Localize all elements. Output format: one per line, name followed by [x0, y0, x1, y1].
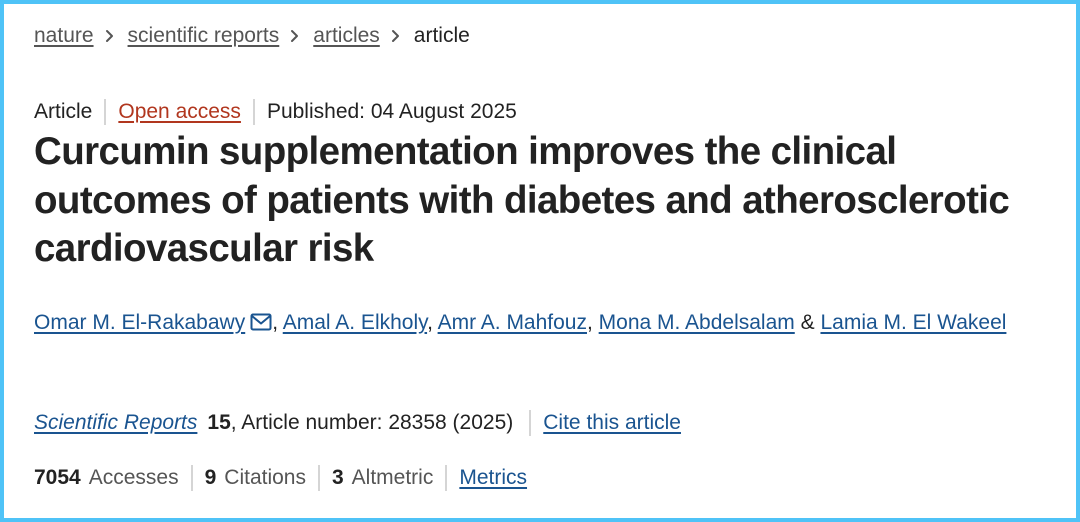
breadcrumb: nature scientific reports articles artic… — [34, 23, 470, 49]
citation-line: Scientific Reports 15 , Article number: … — [34, 410, 681, 436]
open-access-link[interactable]: Open access — [118, 100, 241, 123]
metrics-link[interactable]: Metrics — [459, 466, 528, 489]
journal-volume: 15 — [207, 411, 231, 434]
article-title: Curcumin supplementation improves the cl… — [34, 130, 1010, 270]
chevron-right-icon — [100, 23, 122, 49]
chevron-right-icon — [386, 23, 408, 49]
author-link[interactable]: Lamia M. El Wakeel — [820, 311, 1007, 334]
altmetric-count: 3 — [331, 466, 344, 489]
accesses-count: 7054 — [34, 466, 81, 489]
altmetric-metric: 3 Altmetric — [317, 465, 445, 491]
citations-metric: 9 Citations — [190, 465, 318, 491]
author-link[interactable]: Omar M. El-Rakabawy — [34, 311, 246, 334]
cite-this-article-link[interactable]: Cite this article — [543, 411, 681, 434]
article-number: , Article number: 28358 (2025) — [230, 411, 514, 434]
accesses-label: Accesses — [88, 466, 179, 489]
breadcrumb-link-articles[interactable]: articles — [313, 24, 380, 47]
author-list: Omar M. El-Rakabawy, Amal A. Elkholy, Am… — [34, 302, 1034, 346]
author-separator: , — [272, 311, 283, 334]
chevron-right-icon — [285, 23, 307, 49]
journal-link[interactable]: Scientific Reports — [34, 411, 198, 434]
citations-label: Citations — [224, 466, 306, 489]
published-date: Published: 04 August 2025 — [252, 99, 529, 125]
breadcrumb-current: article — [413, 24, 470, 47]
accesses-metric: 7054 Accesses — [34, 465, 191, 491]
mail-icon[interactable] — [250, 304, 272, 346]
altmetric-label: Altmetric — [351, 466, 434, 489]
article-meta: Article Open access Published: 04 August… — [34, 99, 529, 125]
author-link[interactable]: Amr A. Mahfouz — [437, 311, 587, 334]
author-link[interactable]: Amal A. Elkholy — [282, 311, 428, 334]
breadcrumb-link-scientific-reports[interactable]: scientific reports — [127, 24, 280, 47]
author-conjunction: & — [800, 311, 815, 334]
author-link[interactable]: Mona M. Abdelsalam — [598, 311, 795, 334]
article-metrics: 7054 Accesses 9 Citations 3 Altmetric Metri… — [34, 465, 539, 491]
citations-count: 9 — [204, 466, 217, 489]
breadcrumb-link-nature[interactable]: nature — [34, 24, 94, 47]
article-type: Article — [34, 100, 93, 123]
author-separator: , — [427, 311, 438, 334]
author-separator: , — [586, 311, 599, 334]
